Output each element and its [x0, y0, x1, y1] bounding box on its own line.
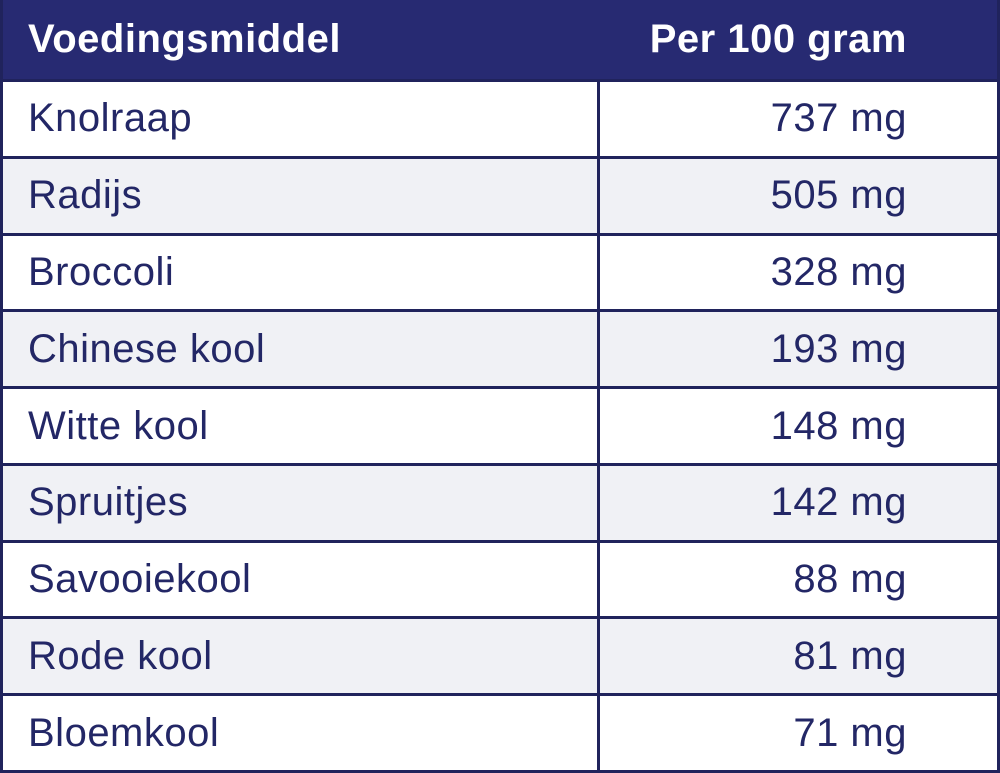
table-row: Bloemkool 71 mg — [3, 693, 997, 771]
food-cell: Knolraap — [28, 96, 193, 141]
food-cell: Savooiekool — [28, 557, 252, 602]
header-cell-food: Voedingsmiddel — [28, 17, 341, 61]
food-cell: Radijs — [28, 173, 143, 218]
food-cell: Rode kool — [28, 633, 213, 678]
food-cell: Chinese kool — [28, 326, 266, 371]
food-cell: Spruitjes — [28, 480, 189, 525]
table-header-row: Voedingsmiddel Per 100 gram — [3, 0, 997, 79]
table-row: Spruitjes 142 mg — [3, 462, 997, 540]
food-cell: Broccoli — [28, 249, 175, 294]
food-cell: Witte kool — [28, 403, 209, 448]
amount-cell: 148 mg — [597, 389, 997, 463]
table-row: Knolraap 737 mg — [3, 79, 997, 156]
table-body: Knolraap 737 mg Radijs 505 mg Broccoli 3… — [3, 79, 997, 771]
amount-cell: 328 mg — [597, 235, 997, 310]
table-row: Broccoli 328 mg — [3, 232, 997, 310]
amount-cell: 142 mg — [597, 465, 997, 540]
amount-cell: 71 mg — [597, 696, 997, 771]
table-row: Rode kool 81 mg — [3, 616, 997, 694]
amount-cell: 193 mg — [597, 312, 997, 387]
table-row: Savooiekool 88 mg — [3, 539, 997, 617]
amount-cell: 505 mg — [597, 158, 997, 233]
header-cell-amount: Per 100 gram — [597, 0, 997, 79]
table-row: Witte kool 148 mg — [3, 386, 997, 463]
food-cell: Bloemkool — [28, 710, 220, 755]
amount-cell: 737 mg — [597, 82, 997, 156]
table-row: Chinese kool 193 mg — [3, 309, 997, 387]
amount-cell: 88 mg — [597, 542, 997, 617]
table-row: Radijs 505 mg — [3, 155, 997, 233]
amount-cell: 81 mg — [597, 619, 997, 694]
